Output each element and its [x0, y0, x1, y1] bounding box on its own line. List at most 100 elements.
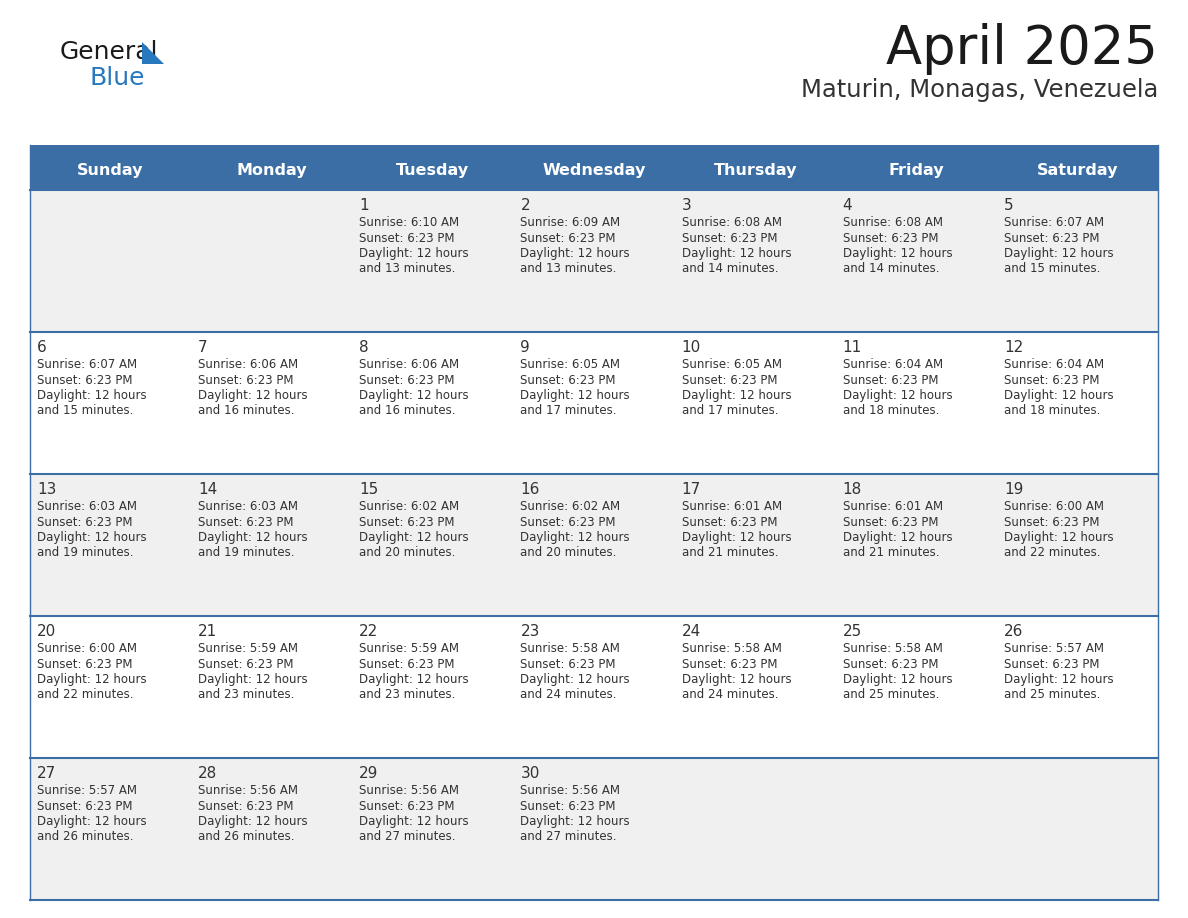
Text: 26: 26 — [1004, 624, 1023, 639]
Text: Daylight: 12 hours: Daylight: 12 hours — [682, 389, 791, 402]
Text: and 20 minutes.: and 20 minutes. — [359, 546, 456, 559]
Text: 30: 30 — [520, 766, 539, 781]
Text: Monday: Monday — [236, 163, 307, 178]
Text: Friday: Friday — [889, 163, 944, 178]
Text: and 13 minutes.: and 13 minutes. — [359, 263, 456, 275]
Text: and 18 minutes.: and 18 minutes. — [842, 405, 939, 418]
Text: Sunrise: 5:58 AM: Sunrise: 5:58 AM — [682, 642, 782, 655]
Text: Daylight: 12 hours: Daylight: 12 hours — [37, 815, 146, 828]
Text: Sunrise: 6:02 AM: Sunrise: 6:02 AM — [359, 500, 460, 513]
Text: and 24 minutes.: and 24 minutes. — [520, 688, 617, 701]
Text: 2: 2 — [520, 198, 530, 213]
Text: Sunday: Sunday — [77, 163, 144, 178]
Text: 28: 28 — [198, 766, 217, 781]
Text: and 23 minutes.: and 23 minutes. — [359, 688, 456, 701]
Text: and 13 minutes.: and 13 minutes. — [520, 263, 617, 275]
Text: and 26 minutes.: and 26 minutes. — [37, 831, 133, 844]
Text: Daylight: 12 hours: Daylight: 12 hours — [359, 531, 469, 544]
Text: Sunrise: 6:03 AM: Sunrise: 6:03 AM — [37, 500, 137, 513]
Text: Sunset: 6:23 PM: Sunset: 6:23 PM — [682, 231, 777, 244]
Text: Daylight: 12 hours: Daylight: 12 hours — [682, 247, 791, 260]
Text: Sunrise: 6:02 AM: Sunrise: 6:02 AM — [520, 500, 620, 513]
Text: 17: 17 — [682, 482, 701, 497]
Text: Sunset: 6:23 PM: Sunset: 6:23 PM — [198, 374, 293, 386]
Text: 6: 6 — [37, 340, 46, 355]
Text: Sunrise: 6:01 AM: Sunrise: 6:01 AM — [842, 500, 943, 513]
Text: Sunset: 6:23 PM: Sunset: 6:23 PM — [682, 516, 777, 529]
Text: Sunset: 6:23 PM: Sunset: 6:23 PM — [37, 657, 133, 670]
Text: Daylight: 12 hours: Daylight: 12 hours — [198, 389, 308, 402]
Text: Sunset: 6:23 PM: Sunset: 6:23 PM — [682, 374, 777, 386]
Text: and 21 minutes.: and 21 minutes. — [842, 546, 940, 559]
Text: Sunset: 6:23 PM: Sunset: 6:23 PM — [37, 516, 133, 529]
Text: and 26 minutes.: and 26 minutes. — [198, 831, 295, 844]
Text: Sunrise: 6:06 AM: Sunrise: 6:06 AM — [198, 358, 298, 371]
Text: and 21 minutes.: and 21 minutes. — [682, 546, 778, 559]
Text: 11: 11 — [842, 340, 862, 355]
Text: 13: 13 — [37, 482, 56, 497]
Text: Sunset: 6:23 PM: Sunset: 6:23 PM — [37, 374, 133, 386]
Text: Sunset: 6:23 PM: Sunset: 6:23 PM — [1004, 231, 1099, 244]
Text: Sunset: 6:23 PM: Sunset: 6:23 PM — [520, 516, 615, 529]
Text: 7: 7 — [198, 340, 208, 355]
Bar — [30, 616, 1158, 758]
Text: Sunset: 6:23 PM: Sunset: 6:23 PM — [359, 800, 455, 812]
Text: Daylight: 12 hours: Daylight: 12 hours — [1004, 531, 1113, 544]
Text: Sunset: 6:23 PM: Sunset: 6:23 PM — [842, 657, 939, 670]
Text: 21: 21 — [198, 624, 217, 639]
Text: 3: 3 — [682, 198, 691, 213]
Bar — [30, 152, 1158, 190]
Text: Sunset: 6:23 PM: Sunset: 6:23 PM — [198, 800, 293, 812]
Text: Wednesday: Wednesday — [542, 163, 646, 178]
Text: and 20 minutes.: and 20 minutes. — [520, 546, 617, 559]
Text: 18: 18 — [842, 482, 862, 497]
Text: and 16 minutes.: and 16 minutes. — [198, 405, 295, 418]
Text: 4: 4 — [842, 198, 852, 213]
Text: Sunrise: 5:58 AM: Sunrise: 5:58 AM — [520, 642, 620, 655]
Text: and 27 minutes.: and 27 minutes. — [359, 831, 456, 844]
Text: Daylight: 12 hours: Daylight: 12 hours — [520, 531, 630, 544]
Text: Daylight: 12 hours: Daylight: 12 hours — [37, 673, 146, 686]
Text: Sunrise: 6:01 AM: Sunrise: 6:01 AM — [682, 500, 782, 513]
Text: 24: 24 — [682, 624, 701, 639]
Text: Sunset: 6:23 PM: Sunset: 6:23 PM — [842, 231, 939, 244]
Text: Daylight: 12 hours: Daylight: 12 hours — [842, 531, 953, 544]
Text: Sunset: 6:23 PM: Sunset: 6:23 PM — [520, 374, 615, 386]
Text: Sunrise: 5:56 AM: Sunrise: 5:56 AM — [198, 784, 298, 797]
Text: 25: 25 — [842, 624, 862, 639]
Polygon shape — [143, 42, 164, 64]
Text: Sunset: 6:23 PM: Sunset: 6:23 PM — [359, 231, 455, 244]
Text: Sunrise: 5:56 AM: Sunrise: 5:56 AM — [359, 784, 460, 797]
Text: Daylight: 12 hours: Daylight: 12 hours — [37, 389, 146, 402]
Text: Sunrise: 6:07 AM: Sunrise: 6:07 AM — [37, 358, 137, 371]
Text: Sunrise: 5:57 AM: Sunrise: 5:57 AM — [37, 784, 137, 797]
Text: 27: 27 — [37, 766, 56, 781]
Text: 8: 8 — [359, 340, 369, 355]
Text: Sunset: 6:23 PM: Sunset: 6:23 PM — [842, 516, 939, 529]
Text: 15: 15 — [359, 482, 379, 497]
Text: and 25 minutes.: and 25 minutes. — [842, 688, 939, 701]
Bar — [30, 190, 1158, 332]
Text: Sunrise: 5:59 AM: Sunrise: 5:59 AM — [198, 642, 298, 655]
Text: Thursday: Thursday — [713, 163, 797, 178]
Text: and 23 minutes.: and 23 minutes. — [198, 688, 295, 701]
Text: 5: 5 — [1004, 198, 1013, 213]
Text: 22: 22 — [359, 624, 379, 639]
Text: 19: 19 — [1004, 482, 1023, 497]
Text: 14: 14 — [198, 482, 217, 497]
Text: Sunset: 6:23 PM: Sunset: 6:23 PM — [359, 516, 455, 529]
Text: Daylight: 12 hours: Daylight: 12 hours — [198, 531, 308, 544]
Text: Daylight: 12 hours: Daylight: 12 hours — [1004, 247, 1113, 260]
Text: and 22 minutes.: and 22 minutes. — [37, 688, 133, 701]
Text: Sunrise: 6:05 AM: Sunrise: 6:05 AM — [682, 358, 782, 371]
Text: and 19 minutes.: and 19 minutes. — [37, 546, 133, 559]
Text: 23: 23 — [520, 624, 539, 639]
Text: and 16 minutes.: and 16 minutes. — [359, 405, 456, 418]
Text: and 15 minutes.: and 15 minutes. — [1004, 263, 1100, 275]
Text: Daylight: 12 hours: Daylight: 12 hours — [1004, 673, 1113, 686]
Text: Daylight: 12 hours: Daylight: 12 hours — [842, 247, 953, 260]
Text: Sunrise: 6:03 AM: Sunrise: 6:03 AM — [198, 500, 298, 513]
Text: 16: 16 — [520, 482, 539, 497]
Text: Daylight: 12 hours: Daylight: 12 hours — [842, 673, 953, 686]
Text: and 17 minutes.: and 17 minutes. — [682, 405, 778, 418]
